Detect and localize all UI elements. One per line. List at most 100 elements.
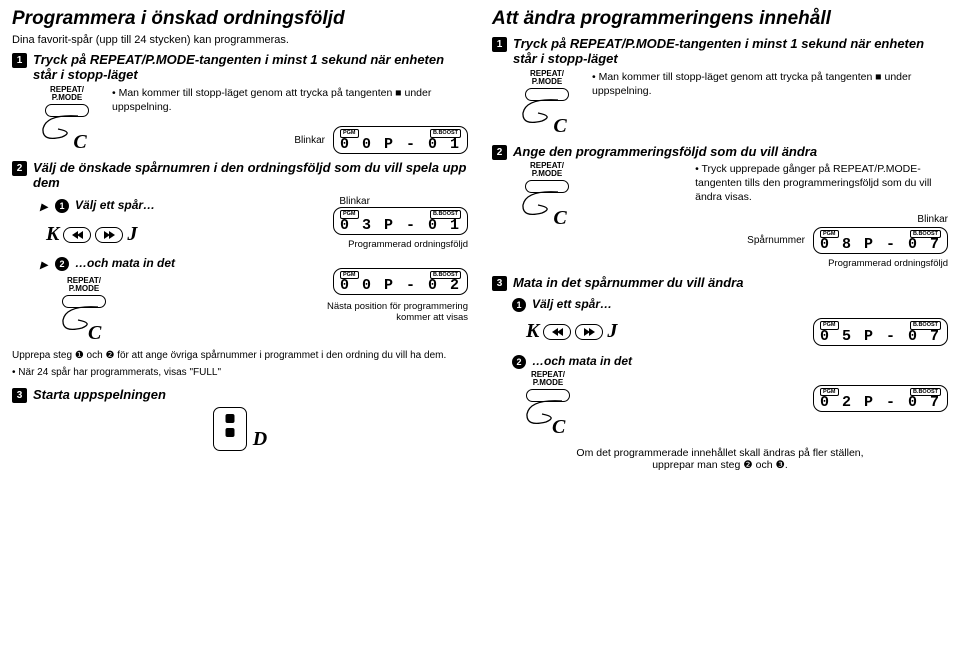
- r-lcd1-digits: 0 8 P - 0 7: [820, 237, 941, 252]
- right-step2-text: Ange den programmeringsföljd som du vill…: [513, 144, 817, 159]
- r-cord-icon-2: [522, 193, 572, 221]
- right-step1: 1 Tryck på REPEAT/P.MODE-tangenten i min…: [492, 36, 948, 66]
- r-repeat-label-2: REPEAT/ P.MODE: [530, 162, 564, 178]
- sparnummer: Spårnummer: [747, 235, 805, 246]
- right-step2: 2 Ange den programmeringsföljd som du vi…: [492, 144, 948, 160]
- r-prev-button: [543, 324, 571, 340]
- prev-button: [63, 227, 91, 243]
- repeat-button-2: REPEAT/ P.MODE: [62, 277, 106, 308]
- blinkar-1: Blinkar: [294, 135, 325, 146]
- left-step2: 2 Välj de önskade spårnumren i den ordni…: [12, 160, 468, 190]
- r-letter-k: K: [526, 320, 539, 343]
- blinkar-2: Blinkar: [241, 196, 468, 207]
- right-title: Att ändra programmeringens innehåll: [492, 8, 948, 30]
- repeat-label-2: REPEAT/ P.MODE: [67, 277, 101, 293]
- circ-1: 1: [55, 199, 69, 213]
- prog-ord-1: Programmerad ordningsföljd: [241, 239, 468, 250]
- r-repeat-label-3: REPEAT/ P.MODE: [531, 371, 565, 387]
- r-lcd-1: PGMB.BOOST 0 8 P - 0 7: [813, 227, 948, 255]
- remote-icon: [213, 407, 247, 451]
- r-kj-buttons: K J: [526, 320, 617, 343]
- letter-j: J: [127, 223, 137, 246]
- r-repeat-button-3: REPEAT/ P.MODE: [526, 371, 570, 402]
- r-repeat-group-3: REPEAT/ P.MODE C: [526, 371, 576, 439]
- left-step3-text: Starta uppspelningen: [33, 387, 166, 402]
- right-sub1-text: Välj ett spår…: [532, 297, 612, 311]
- left-title: Programmera i önskad ordningsföljd: [12, 8, 468, 30]
- kj-buttons: K J: [46, 223, 224, 246]
- r-circ-1: 1: [512, 298, 526, 312]
- r-badge-2: 2: [492, 145, 507, 160]
- left-step1: 1 Tryck på REPEAT/P.MODE-tangenten i min…: [12, 52, 468, 82]
- next-pos: Nästa position för programmering kommer …: [241, 301, 468, 323]
- repeat-button-group: REPEAT/ P.MODE C: [32, 86, 102, 154]
- r-badge-3: 3: [492, 276, 507, 291]
- cord-icon-2: [62, 308, 112, 336]
- arrow-icon: ▸: [40, 198, 47, 215]
- left-column: Programmera i önskad ordningsföljd Dina …: [0, 0, 480, 666]
- r-next-button: [575, 324, 603, 340]
- arrow-icon2: ▸: [40, 256, 47, 273]
- r-cord-icon: [522, 101, 572, 129]
- left-step2-text: Välj de önskade spårnumren i den ordning…: [33, 160, 468, 190]
- lcd-1: PGMB.BOOST 0 0 P - 0 1: [333, 126, 468, 154]
- right-final: Om det programmerade innehållet skall än…: [492, 447, 948, 471]
- right-step1-text: Tryck på REPEAT/P.MODE-tangenten i minst…: [513, 36, 948, 66]
- r-lcd2-digits: 0 5 P - 0 7: [820, 329, 941, 344]
- r-badge-1: 1: [492, 37, 507, 52]
- circ-2: 2: [55, 257, 69, 271]
- repeat-label: REPEAT/ P.MODE: [50, 86, 84, 102]
- left-sub1-text: Välj ett spår…: [75, 198, 155, 212]
- letter-d: D: [253, 428, 267, 451]
- right-step3-body: 1 Välj ett spår… K J PGMB.BOOST 0 5 P - …: [492, 297, 948, 439]
- r-letter-j: J: [607, 320, 617, 343]
- right-sub2: 2 …och mata in det: [512, 354, 948, 369]
- tri-left-icon2: [77, 231, 83, 239]
- right-repeat-row: REPEAT/ P.MODE C Man kommer till stopp-l…: [492, 70, 948, 138]
- r-repeat-group-2: REPEAT/ P.MODE C: [512, 162, 582, 230]
- r-repeat-button-2: REPEAT/ P.MODE: [525, 162, 569, 193]
- left-sub2-text: …och mata in det: [75, 256, 175, 270]
- left-footnote1: Upprepa steg ❶ och ❷ för att ange övriga…: [12, 349, 468, 362]
- right-step3: 3 Mata in det spårnummer du vill ändra: [492, 275, 948, 291]
- lcd-2: PGMB.BOOST 0 3 P - 0 1: [333, 207, 468, 235]
- letter-k: K: [46, 223, 59, 246]
- badge-3: 3: [12, 388, 27, 403]
- r-repeat-group: REPEAT/ P.MODE C: [512, 70, 582, 138]
- right-bullet1: Man kommer till stopp-läget genom att tr…: [592, 70, 948, 98]
- r-repeat-button: REPEAT/ P.MODE: [525, 70, 569, 101]
- left-subtitle: Dina favorit-spår (upp till 24 stycken) …: [12, 34, 468, 46]
- r-tri-l2: [557, 328, 563, 336]
- next-button: [95, 227, 123, 243]
- left-bullet1: Man kommer till stopp-läget genom att tr…: [112, 86, 468, 114]
- repeat-button-group-2: REPEAT/ P.MODE C: [62, 277, 224, 345]
- right-bullet2: Tryck upprepade gånger på REPEAT/P.MODE-…: [695, 162, 948, 205]
- left-step3: 3 Starta uppspelningen: [12, 387, 468, 403]
- r-tri-r2: [589, 328, 595, 336]
- right-sub1: 1 Välj ett spår…: [512, 297, 948, 312]
- r-lcd-2: PGMB.BOOST 0 5 P - 0 7: [813, 318, 948, 346]
- r-lcd3-digits: 0 2 P - 0 7: [820, 395, 941, 410]
- r-prog-ord: Programmerad ordningsföljd: [695, 258, 948, 269]
- r-circ-2: 2: [512, 355, 526, 369]
- lcd1-digits: 0 0 P - 0 1: [340, 137, 461, 152]
- right-step2-body: REPEAT/ P.MODE C Tryck upprepade gånger …: [492, 162, 948, 269]
- lcd-3: PGMB.BOOST 0 0 P - 0 2: [333, 268, 468, 296]
- cord-icon: [42, 117, 92, 145]
- right-column: Att ändra programmeringens innehåll 1 Tr…: [480, 0, 960, 666]
- left-sub2: ▸ 2 …och mata in det: [40, 256, 224, 273]
- remote-row: D: [12, 407, 468, 451]
- r-lcd-3: PGMB.BOOST 0 2 P - 0 7: [813, 385, 948, 413]
- lcd2-digits: 0 3 P - 0 1: [340, 218, 461, 233]
- r-cord-icon-3: [526, 402, 576, 430]
- lcd3-digits: 0 0 P - 0 2: [340, 278, 461, 293]
- r-repeat-label: REPEAT/ P.MODE: [530, 70, 564, 86]
- badge-1: 1: [12, 53, 27, 68]
- left-repeat-row: REPEAT/ P.MODE C Man kommer till stopp-l…: [12, 86, 468, 154]
- r-blinkar: Blinkar: [917, 214, 948, 225]
- left-step2-body: ▸ 1 Välj ett spår… K J ▸ 2 …och mata in …: [12, 192, 468, 345]
- repeat-button: REPEAT/ P.MODE: [45, 86, 89, 117]
- left-sub1: ▸ 1 Välj ett spår…: [40, 198, 224, 215]
- badge-2: 2: [12, 161, 27, 176]
- left-footnote2: När 24 spår har programmerats, visas "FU…: [12, 366, 468, 379]
